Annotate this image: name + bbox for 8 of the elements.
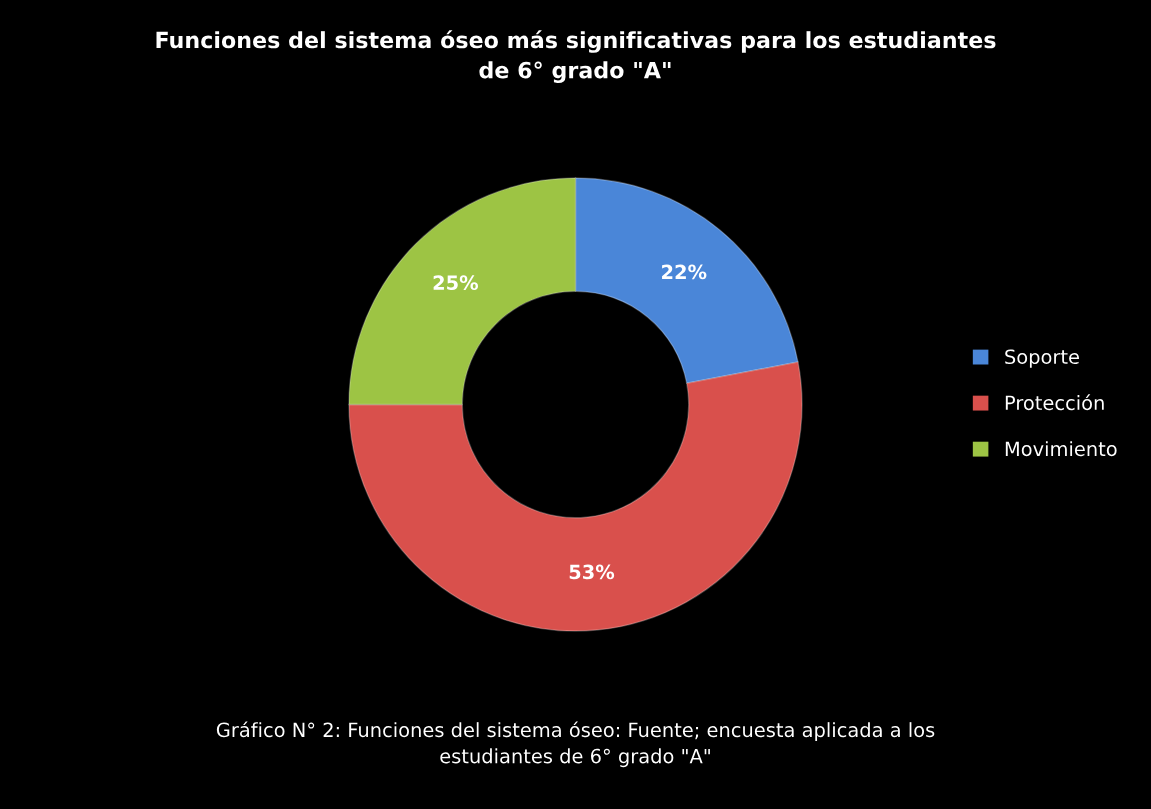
data-label: 22% <box>662 264 707 280</box>
legend-label: Protección <box>1005 394 1104 411</box>
data-label: 25% <box>433 275 479 291</box>
text: Gráfico N° 2: Funciones del sistema óseo: Fuente; encuesta aplicada a los estudiantes de 6° grado "A" <box>216 721 935 768</box>
chart-title: Funciones del sistema óseo más significativas para los estudiantes de 6° grado "A" <box>156 30 996 83</box>
data-label: 53% <box>569 564 615 580</box>
legend-label: Soporte <box>1005 349 1079 368</box>
legend-label: Movimiento <box>1005 441 1117 457</box>
